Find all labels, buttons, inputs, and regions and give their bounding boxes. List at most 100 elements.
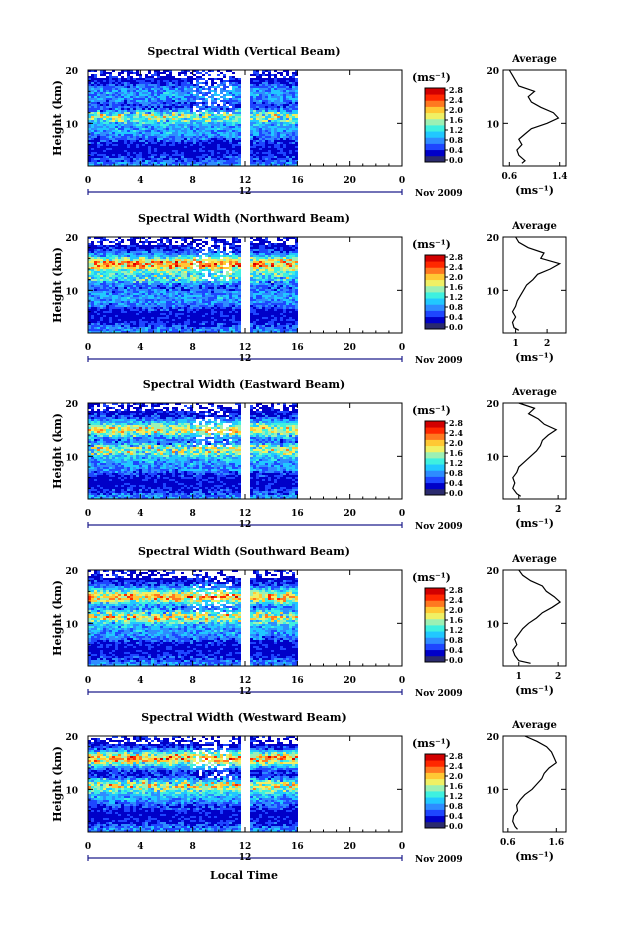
heatmap-cell (256, 267, 259, 269)
heatmap-cell (130, 126, 133, 128)
heatmap-cell (166, 154, 169, 156)
heatmap-cell (265, 132, 268, 134)
heatmap-cell (97, 96, 100, 98)
heatmap-cells (88, 237, 298, 333)
heatmap-cell (136, 259, 139, 261)
heatmap-cell (232, 154, 235, 156)
heatmap-cell (166, 96, 169, 98)
heatmap-cell (151, 289, 154, 291)
heatmap-cell (109, 82, 112, 84)
heatmap-cell (166, 80, 169, 82)
heatmap-cell (133, 134, 136, 136)
heatmap-cell (277, 257, 280, 259)
heatmap-cell (148, 279, 151, 281)
heatmap-cell (169, 138, 172, 140)
heatmap-cell (91, 267, 94, 269)
heatmap-cell (205, 154, 208, 156)
heatmap-cell (214, 265, 217, 267)
heatmap-cell (142, 160, 145, 162)
heatmap-cell (253, 148, 256, 150)
heatmap-cell (232, 100, 235, 102)
heatmap-cell (295, 118, 298, 120)
heatmap-cell (112, 120, 115, 122)
heatmap-cell (295, 289, 298, 291)
heatmap-cell (265, 126, 268, 128)
heatmap-cell (100, 237, 103, 239)
heatmap-cell (100, 128, 103, 130)
heatmap-cell (163, 251, 166, 253)
heatmap-cell (130, 297, 133, 299)
heatmap-cell (262, 134, 265, 136)
heatmap-cell (286, 100, 289, 102)
heatmap-cell (289, 158, 292, 160)
heatmap-cell (163, 245, 166, 247)
heatmap-cell (160, 128, 163, 130)
heatmap-cell (175, 257, 178, 259)
heatmap-cell (220, 100, 223, 102)
heatmap-cell (283, 287, 286, 289)
heatmap-cell (223, 120, 226, 122)
heatmap-cell (88, 271, 91, 273)
heatmap-cell (280, 249, 283, 251)
heatmap-cell (88, 118, 91, 120)
heatmap-cell (136, 138, 139, 140)
heatmap-cell (265, 245, 268, 247)
heatmap-cell (154, 263, 157, 265)
heatmap-cell (184, 72, 187, 74)
heatmap-cell (109, 72, 112, 74)
heatmap-cell (277, 80, 280, 82)
heatmap-cell (286, 255, 289, 257)
heatmap-cell (124, 148, 127, 150)
heatmap-cell (295, 100, 298, 102)
heatmap-cell (160, 255, 163, 257)
heatmap-cell (277, 271, 280, 273)
heatmap-cell (217, 118, 220, 120)
heatmap-cell (235, 150, 238, 152)
heatmap-cell (256, 112, 259, 114)
heatmap-cell (190, 245, 193, 247)
heatmap-cell (265, 84, 268, 86)
heatmap-cell (100, 265, 103, 267)
heatmap-cell (280, 90, 283, 92)
heatmap-cell (121, 160, 124, 162)
heatmap-cell (91, 144, 94, 146)
heatmap-cell (199, 160, 202, 162)
heatmap-cell (115, 78, 118, 80)
heatmap-cell (103, 128, 106, 130)
heatmap-cell (172, 108, 175, 110)
heatmap-cell (268, 283, 271, 285)
heatmap-cell (154, 80, 157, 82)
heatmap-cell (154, 281, 157, 283)
heatmap-cell (118, 287, 121, 289)
heatmap-cell (265, 281, 268, 283)
heatmap-cell (253, 259, 256, 261)
heatmap-cell (145, 241, 148, 243)
heatmap-cell (253, 104, 256, 106)
heatmap-cell (97, 275, 100, 277)
heatmap-cell (127, 86, 130, 88)
heatmap-cell (97, 98, 100, 100)
heatmap-cell (148, 124, 151, 126)
heatmap-cell (169, 74, 172, 76)
heatmap-cell (286, 160, 289, 162)
heatmap-cell (271, 124, 274, 126)
heatmap-cell (265, 158, 268, 160)
heatmap-cell (268, 291, 271, 293)
heatmap-cell (121, 106, 124, 108)
heatmap-cell (145, 287, 148, 289)
heatmap-cell (133, 84, 136, 86)
heatmap-cell (196, 90, 199, 92)
heatmap-cell (190, 96, 193, 98)
heatmap-cell (250, 265, 253, 267)
heatmap-cell (169, 122, 172, 124)
heatmap-cell (232, 112, 235, 114)
heatmap-cell (280, 265, 283, 267)
heatmap-cell (136, 98, 139, 100)
heatmap-cell (106, 88, 109, 90)
heatmap-cell (250, 237, 253, 239)
heatmap-cell (175, 291, 178, 293)
heatmap-cell (199, 283, 202, 285)
heatmap-cell (163, 295, 166, 297)
heatmap-cell (118, 98, 121, 100)
heatmap-cell (124, 94, 127, 96)
